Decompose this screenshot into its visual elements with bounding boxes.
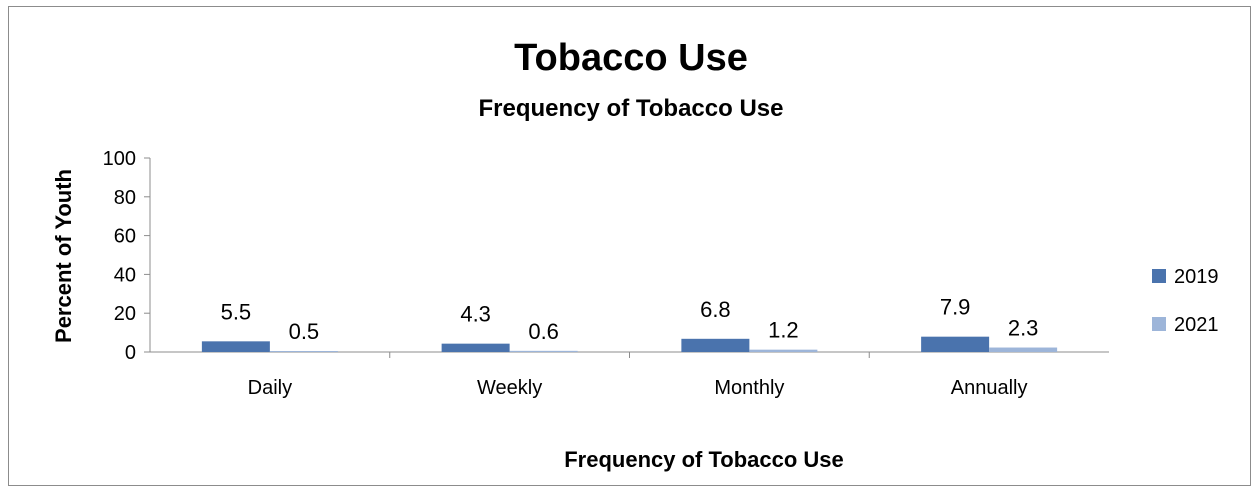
x-tick-label: Daily [248,377,292,399]
bar-2019-weekly [441,343,510,352]
bar-2021-daily [269,351,338,352]
axes: 0 20 40 60 80 100 Daily Weekly Monthly Annually [103,148,1109,399]
y-tick-label: 60 [114,226,136,248]
y-tick-label: 20 [114,303,136,325]
data-label: 1.2 [768,318,799,343]
y-tick-label: 80 [114,187,136,209]
bar-2021-annually [989,347,1058,352]
x-axis-title: Frequency of Tobacco Use [564,447,844,472]
legend-label-2021: 2021 [1174,314,1219,336]
bar-2019-monthly [681,338,750,352]
chart-title: Tobacco Use [514,37,748,79]
legend-label-2019: 2019 [1174,266,1219,288]
legend-swatch-2021 [1152,317,1166,331]
y-tick-label: 40 [114,264,136,286]
legend: 2019 2021 [1152,266,1219,336]
data-label: 6.8 [700,297,731,322]
data-label: 0.6 [528,319,559,344]
y-tick-label: 0 [125,342,136,364]
y-axis-title: Percent of Youth [51,169,76,343]
y-tick-label: 100 [103,148,136,170]
data-label: 0.5 [289,319,320,344]
x-tick-label: Weekly [477,377,542,399]
chart-subtitle: Frequency of Tobacco Use [479,95,784,122]
data-label: 2.3 [1008,316,1039,341]
x-tick-label: Annually [951,377,1028,399]
data-label: 7.9 [940,295,971,320]
bar-2019-daily [201,341,270,352]
data-label: 5.5 [221,299,252,324]
x-tick-label: Monthly [714,377,784,399]
data-label: 4.3 [460,302,491,327]
bar-2021-weekly [509,350,578,352]
bar-2021-monthly [749,349,818,352]
bars: 5.5 0.5 4.3 0.6 6.8 1.2 7.9 2.3 [201,295,1058,352]
bar-2019-annually [921,336,990,352]
legend-swatch-2019 [1152,269,1166,283]
